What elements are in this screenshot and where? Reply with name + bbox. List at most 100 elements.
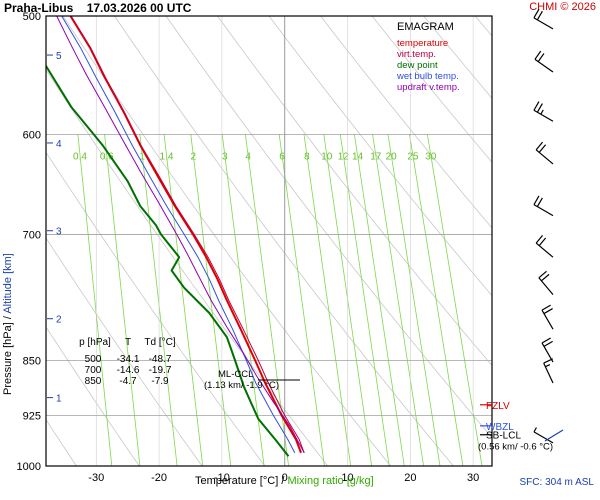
wind-barb xyxy=(535,235,554,258)
wind-barb xyxy=(533,195,554,217)
wind-barb-shaft xyxy=(533,431,554,444)
dry-adiabat xyxy=(46,151,266,466)
series-line xyxy=(56,16,305,454)
x-tick-label: 20 xyxy=(404,472,416,484)
dry-adiabat xyxy=(371,16,492,163)
y-axis-title: Pressure [hPa] / Altitude [km] xyxy=(2,253,14,395)
dry-adiabat xyxy=(320,16,492,229)
dry-adiabat xyxy=(578,16,600,466)
mixing-ratio-line xyxy=(104,134,141,466)
surface-wind-vector xyxy=(544,429,564,442)
dry-adiabat xyxy=(62,16,391,466)
wind-barb-flag xyxy=(536,10,543,21)
wind-barb-shaft xyxy=(535,149,554,165)
wind-barb-shaft xyxy=(533,17,554,30)
wind-barb-flag xyxy=(535,141,544,151)
mixing-ratio-line xyxy=(387,134,441,466)
pressure-tick-label: 700 xyxy=(23,229,41,241)
legend-entry: virt.temp. xyxy=(397,49,436,60)
dry-adiabat xyxy=(46,326,140,466)
station-name: Praha-Libus xyxy=(4,1,74,15)
wind-barb xyxy=(533,8,554,30)
table-cell: -34.1 xyxy=(117,354,140,365)
mixing-ratio-line xyxy=(278,134,325,466)
wind-barb-flag xyxy=(535,235,544,244)
wind-barb xyxy=(541,337,554,363)
wind-barb-flag xyxy=(533,427,537,433)
x-tick-label: -30 xyxy=(88,472,104,484)
x-title-mixing-ratio: Mixing ratio [g/kg] xyxy=(287,475,373,487)
table-cell: 850 xyxy=(85,376,102,387)
wind-barb-flag xyxy=(533,8,540,19)
wind-barb-flag xyxy=(541,273,550,282)
x-tick-label: -20 xyxy=(151,472,167,484)
altitude-tick-label: 3 xyxy=(56,227,62,238)
surface-elevation: SFC: 304 m ASL xyxy=(519,477,594,488)
y-title-altitude: Altitude [km] xyxy=(2,253,14,314)
ml-ccl-label: ML-CCL xyxy=(218,369,253,380)
chart-title: EMAGRAM xyxy=(397,21,454,33)
y-title-separator: / xyxy=(2,314,14,323)
table-cell: -7.9 xyxy=(151,376,169,387)
y-title-pressure: Pressure [hPa] xyxy=(2,322,14,395)
wind-barb xyxy=(535,141,554,165)
plot-frame xyxy=(45,15,493,467)
legend-entry: dew point xyxy=(397,60,438,71)
data-table: p [hPa] T Td [°C] 500 -34.1 -48.7 700 -14.6 -19.… xyxy=(79,337,176,387)
mixing-ratio-line xyxy=(245,134,289,466)
mixing-ratio-labels: 0.4 0.6 1 1.4 2 3 4 6 8 10 12 14 17 20 25 30 xyxy=(73,152,437,163)
sb-lcl-values: (0.56 km/ -0.6 °C) xyxy=(478,442,553,453)
wind-barb-shaft xyxy=(533,109,554,122)
table-header: Td [°C] xyxy=(144,337,175,348)
series-line xyxy=(70,16,305,454)
pressure-tick-label: 850 xyxy=(23,355,41,367)
series-line xyxy=(61,16,296,454)
altitude-tick-label: 4 xyxy=(56,139,62,150)
wind-barb xyxy=(541,304,554,330)
series-line xyxy=(46,64,290,457)
table-cell: -48.7 xyxy=(149,354,172,365)
mixing-ratio-line xyxy=(354,134,405,466)
table-cell: -14.6 xyxy=(117,365,140,376)
dry-adiabat xyxy=(46,237,203,466)
x-tick-label: 0 xyxy=(282,472,288,484)
station-title: Praha-Libus 17.03.2026 00 UTC xyxy=(4,1,191,15)
table-cell: 700 xyxy=(85,365,102,376)
mixing-ratio-line xyxy=(77,134,113,466)
ml-ccl-values: (1.13 km/ -1.9 °C) xyxy=(204,380,279,391)
series-line xyxy=(69,16,302,454)
wind-barb-shaft xyxy=(535,242,554,258)
fzlv-label: FZLV xyxy=(486,401,510,412)
wind-profile-layer xyxy=(533,8,564,444)
dry-adiabat xyxy=(268,16,492,297)
annotation-layer: ML-CCL(1.13 km/ -1.9 °C) FZLV WBZLSB-LCL(0… xyxy=(204,369,553,453)
wbzl-label: WBZL xyxy=(486,422,514,433)
legend-entry: temperature xyxy=(397,38,448,49)
pressure-tick-label: 600 xyxy=(23,129,41,141)
pressure-tick-label: 1000 xyxy=(17,461,41,473)
wind-barb-flag xyxy=(543,308,553,315)
dry-adiabat xyxy=(165,16,492,439)
copyright: CHMI © 2026 xyxy=(529,1,596,13)
table-cell: -19.7 xyxy=(149,365,172,376)
altitude-tick-label: 1 xyxy=(56,394,62,405)
wind-barb xyxy=(533,427,554,444)
table-cell: 500 xyxy=(85,354,102,365)
x-title-separator: / xyxy=(278,475,287,487)
dry-adiabat xyxy=(217,16,492,367)
mixing-ratio-line xyxy=(409,134,464,466)
table-header: T xyxy=(125,337,131,348)
altitude-tick-label: 5 xyxy=(56,51,62,62)
wind-barb xyxy=(543,358,554,384)
wind-barb xyxy=(533,101,554,122)
legend-entry: updraft v.temp. xyxy=(397,82,460,93)
mixing-ratio-line xyxy=(372,134,424,466)
wind-barb-flag xyxy=(537,53,545,62)
mixing-ratio-line xyxy=(339,134,390,466)
series-layer xyxy=(46,16,305,457)
wind-barb-shaft xyxy=(534,58,554,73)
wind-barb-flag xyxy=(533,101,540,111)
